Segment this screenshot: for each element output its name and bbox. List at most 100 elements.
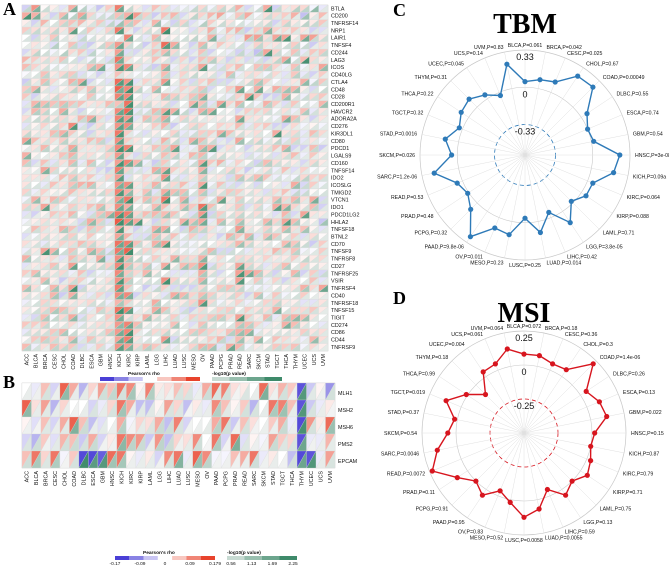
heat-a-row-label: TNFSF18 xyxy=(331,227,354,233)
B-rho-tick: -0.17 xyxy=(110,561,121,567)
radar-d-data-point xyxy=(504,346,510,352)
radar-d-data-point xyxy=(521,514,527,520)
radar-d-category-label: THCA,P=0.99 xyxy=(403,371,435,377)
radar-d-spoke xyxy=(523,432,545,534)
heat-a-col-label: CHOL xyxy=(62,354,68,369)
radar-d-category-label: KICH,P=0.87 xyxy=(629,452,660,458)
radar-d-data-point xyxy=(507,499,513,505)
B-rho-swatch xyxy=(172,556,187,560)
heat-a-col-label: UCEC xyxy=(303,354,309,369)
radar-c-data-point xyxy=(567,220,573,226)
heat-a-row-label: CD244 xyxy=(331,50,348,56)
radar-d-data-point xyxy=(563,367,569,373)
radar-c-spoke xyxy=(524,154,566,253)
B-rho-tick: 0.179 xyxy=(209,561,221,567)
heat-a-col-label: ACC xyxy=(24,354,30,365)
A-rho-swatch xyxy=(114,377,129,381)
heat-a-row-label: TNFSF15 xyxy=(331,308,354,314)
heat-a-row-label: IDO1 xyxy=(331,205,344,211)
radar-d-spoke xyxy=(523,338,564,434)
radar-d-data-point xyxy=(550,361,556,367)
radar-d-data-point xyxy=(434,447,440,453)
radar-d-ring-label: 0.25 xyxy=(515,333,533,343)
heat-a-col-label: THYM xyxy=(293,353,299,369)
heat-a-col-label: OV xyxy=(201,354,207,362)
radar-c-ring-label: 0 xyxy=(522,89,527,99)
heat-a-row-label: ICOSLG xyxy=(331,183,351,189)
heat-a-col-label: READ xyxy=(238,354,244,369)
radar-c-spoke xyxy=(421,154,526,176)
radar-c-data-point xyxy=(466,96,472,102)
heat-a-row-label: TNFRSF4 xyxy=(331,286,355,292)
radar-d-spoke xyxy=(484,338,525,434)
radar-d-category-label: PCPG,P=0.91 xyxy=(416,507,449,513)
radar-d-spoke xyxy=(451,360,525,434)
radar-c-data-point xyxy=(504,61,510,67)
radar-d-category-label: THYM,P=0.18 xyxy=(416,355,449,361)
heat-a-row-label: CD44 xyxy=(331,338,345,344)
radar-c-spoke xyxy=(524,154,623,196)
heat-a-col-label: KIRP xyxy=(136,354,142,367)
radar-d-category-label: KIRC,P=0.79 xyxy=(623,472,654,478)
heat-b-col-label: PRAD xyxy=(233,471,239,486)
radar-d-data-point xyxy=(492,361,498,367)
heat-a-col-label: BLCA xyxy=(34,354,40,368)
heat-a-col-label: KICH xyxy=(117,354,123,367)
radar-c-category-label: CESC,P=0.025 xyxy=(567,51,602,57)
heat-b-col-label: LUSC xyxy=(186,471,192,485)
heat-b-col-label: BLCA xyxy=(34,471,40,485)
radar-c-spoke xyxy=(524,154,584,243)
radar-d-spoke xyxy=(503,432,525,534)
heat-a-row-label: IDO2 xyxy=(331,176,344,182)
radar-c-category-label: BLCA,P=0.061 xyxy=(508,43,543,49)
A-p-swatch xyxy=(247,377,265,381)
heat-b-col-label: ACC xyxy=(25,471,31,482)
radar-d-category-label: STAD,P=0.37 xyxy=(388,410,420,416)
radar-d-spoke xyxy=(523,360,597,434)
radar-c-category-label: MESO,P=0.23 xyxy=(470,261,503,267)
heat-a-row-label: CD40LG xyxy=(331,73,352,79)
heat-b-col-label: THYM xyxy=(300,471,306,487)
A-p-swatch xyxy=(264,377,282,381)
B-p-tick: 0.56 xyxy=(226,561,236,567)
B-rho-swatch xyxy=(115,556,130,560)
radar-c-ring-label: 0.33 xyxy=(516,52,534,62)
heat-a-col-label: BRCA xyxy=(43,354,49,369)
radar-c-category-label: HNSC,P=3e-08 xyxy=(635,153,669,159)
radar-d-spoke xyxy=(423,432,525,454)
heat-b-col-label: LIHC xyxy=(167,471,173,483)
radar-d-spoke xyxy=(523,348,581,434)
B-rho-swatch xyxy=(157,556,173,560)
radar-c-data-point xyxy=(617,152,623,158)
radar-d-category-label: PRAD,P=0.11 xyxy=(403,490,435,496)
B-p-swatch xyxy=(227,556,245,560)
radar-c-category-label: THYM,P=0.31 xyxy=(414,75,447,81)
panel-d-radar-msi: MSI 0.25 0 -0.25 BLCA,P=0.072 BRCA,P=0.18CESC… xyxy=(381,298,664,544)
A-rho-swatch xyxy=(142,377,158,381)
heat-a-col-label: HNSC xyxy=(108,354,114,369)
radar-d-spoke xyxy=(523,432,564,528)
radar-d-category-label: LUSC,P=0.0058 xyxy=(505,538,543,544)
B-rho-swatch xyxy=(129,556,144,560)
heat-b-col-label: CHOL xyxy=(62,471,68,486)
heat-a-row-label: HAVCR2 xyxy=(331,109,352,115)
radar-d-data-point xyxy=(454,475,460,481)
B-rho-tick: -0.09 xyxy=(135,561,146,567)
radar-c-data-point xyxy=(482,92,488,98)
radar-c-spoke xyxy=(524,154,613,214)
radar-c-category-label: TGCT,P=0.32 xyxy=(392,111,424,117)
heat-a-row-label: TMIGD2 xyxy=(331,190,351,196)
radar-c-spoke xyxy=(504,154,526,259)
radar-d-data-point xyxy=(569,478,575,484)
panel-label-d: D xyxy=(393,288,406,308)
radar-c-spoke xyxy=(524,114,623,156)
heat-b-col-label: ESCA xyxy=(91,471,97,486)
radar-d-category-label: COAD,P=1.4e-06 xyxy=(600,355,641,361)
heat-a-row-label: CD70 xyxy=(331,242,345,248)
radar-c-data-point xyxy=(456,125,462,131)
heat-a-row-label: LAG3 xyxy=(331,58,345,64)
heat-a-row-label: TNFSF4 xyxy=(331,43,351,49)
heat-a-col-label: THCA xyxy=(284,354,290,369)
heat-a-row-label: CD160 xyxy=(331,161,348,167)
radar-d-spoke xyxy=(523,376,609,434)
